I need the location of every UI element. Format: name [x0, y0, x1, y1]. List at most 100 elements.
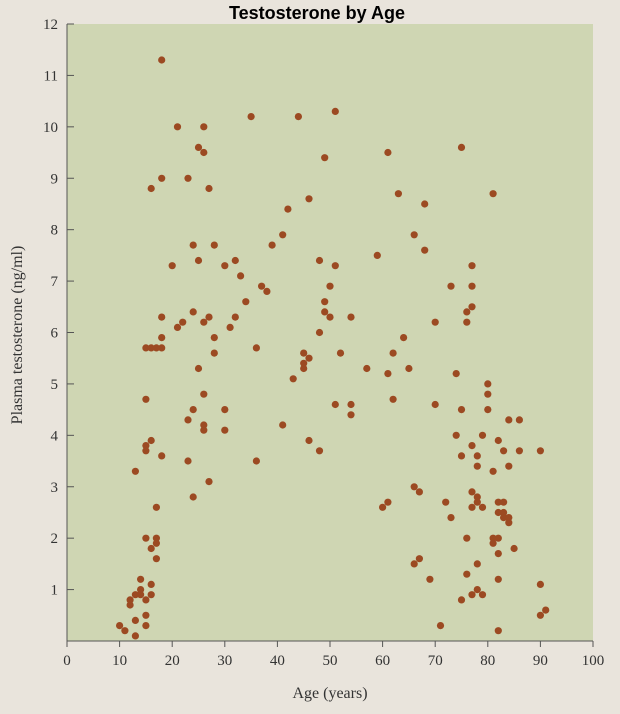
- y-tick-label: 3: [51, 480, 59, 496]
- data-point: [258, 282, 266, 290]
- data-point: [263, 287, 271, 295]
- data-point: [478, 591, 487, 599]
- data-point: [242, 298, 250, 306]
- y-tick-label: 5: [51, 377, 59, 393]
- data-point: [494, 498, 502, 506]
- data-point: [331, 400, 339, 409]
- data-point: [131, 591, 139, 599]
- data-point: [147, 544, 155, 553]
- data-points: [116, 56, 550, 640]
- data-point: [500, 514, 508, 522]
- data-point: [500, 498, 508, 506]
- data-point: [210, 334, 218, 342]
- data-point: [463, 570, 471, 578]
- data-point: [457, 406, 466, 414]
- data-point: [142, 534, 150, 542]
- data-point: [421, 200, 429, 208]
- data-point: [468, 503, 476, 511]
- data-point: [279, 421, 287, 429]
- data-point: [400, 334, 408, 342]
- data-point: [415, 488, 423, 496]
- data-point: [252, 457, 260, 465]
- data-point: [231, 313, 239, 321]
- data-point: [158, 174, 166, 182]
- data-point: [315, 256, 324, 265]
- data-point: [473, 452, 481, 460]
- data-point: [179, 318, 187, 326]
- data-point: [152, 534, 160, 542]
- data-point: [200, 148, 208, 157]
- data-point: [126, 596, 134, 604]
- data-point: [489, 467, 497, 475]
- data-point: [505, 416, 513, 424]
- data-point: [384, 148, 392, 157]
- data-point: [389, 395, 397, 403]
- data-point: [131, 616, 139, 625]
- data-point: [305, 195, 313, 203]
- data-point: [536, 580, 545, 589]
- data-point: [137, 591, 145, 599]
- data-point: [189, 493, 197, 501]
- data-point: [384, 498, 392, 506]
- y-tick-label: 4: [51, 428, 59, 444]
- data-point: [189, 241, 197, 249]
- y-axis-label: Plasma testosterone (ng/ml): [9, 246, 26, 425]
- data-point: [147, 436, 155, 445]
- data-point: [347, 400, 355, 409]
- x-tick-label: 100: [582, 653, 605, 669]
- chart-title: Testosterone by Age: [229, 3, 405, 23]
- data-point: [394, 190, 402, 198]
- data-point: [468, 488, 476, 496]
- data-point: [200, 318, 208, 326]
- data-point: [210, 241, 218, 249]
- data-point: [431, 400, 439, 409]
- x-tick-label: 70: [428, 653, 443, 669]
- data-point: [189, 406, 197, 414]
- x-tick-label: 0: [63, 653, 71, 669]
- data-point: [326, 282, 334, 290]
- data-point: [184, 416, 192, 424]
- data-point: [142, 611, 150, 619]
- data-point: [184, 457, 192, 465]
- data-point: [131, 467, 139, 475]
- data-point: [421, 246, 429, 254]
- data-point: [494, 436, 502, 445]
- data-point: [489, 539, 497, 547]
- data-point: [331, 107, 339, 115]
- data-point: [473, 493, 481, 501]
- data-point: [237, 272, 245, 280]
- data-point: [194, 364, 203, 373]
- data-point: [226, 323, 234, 331]
- data-point: [231, 256, 239, 265]
- data-point: [210, 349, 218, 357]
- data-point: [158, 334, 166, 342]
- data-point: [447, 514, 455, 522]
- data-point: [473, 560, 481, 568]
- data-point: [463, 318, 471, 326]
- data-point: [379, 503, 387, 511]
- data-point: [158, 452, 166, 460]
- data-point: [463, 534, 471, 542]
- y-tick-label: 1: [51, 583, 59, 599]
- data-point: [142, 596, 150, 604]
- data-point: [384, 370, 392, 378]
- data-point: [463, 308, 471, 316]
- data-point: [321, 154, 329, 162]
- data-point: [410, 560, 418, 568]
- data-point: [252, 344, 260, 352]
- data-point: [152, 344, 160, 352]
- data-point: [494, 627, 502, 635]
- y-tick-label: 8: [51, 223, 59, 239]
- data-point: [457, 452, 466, 460]
- x-tick-label: 80: [480, 653, 495, 669]
- data-point: [415, 555, 423, 563]
- data-point: [284, 205, 292, 213]
- data-point: [221, 262, 229, 270]
- data-point: [410, 483, 418, 491]
- data-point: [478, 503, 487, 511]
- data-point: [426, 575, 434, 583]
- data-point: [536, 611, 545, 619]
